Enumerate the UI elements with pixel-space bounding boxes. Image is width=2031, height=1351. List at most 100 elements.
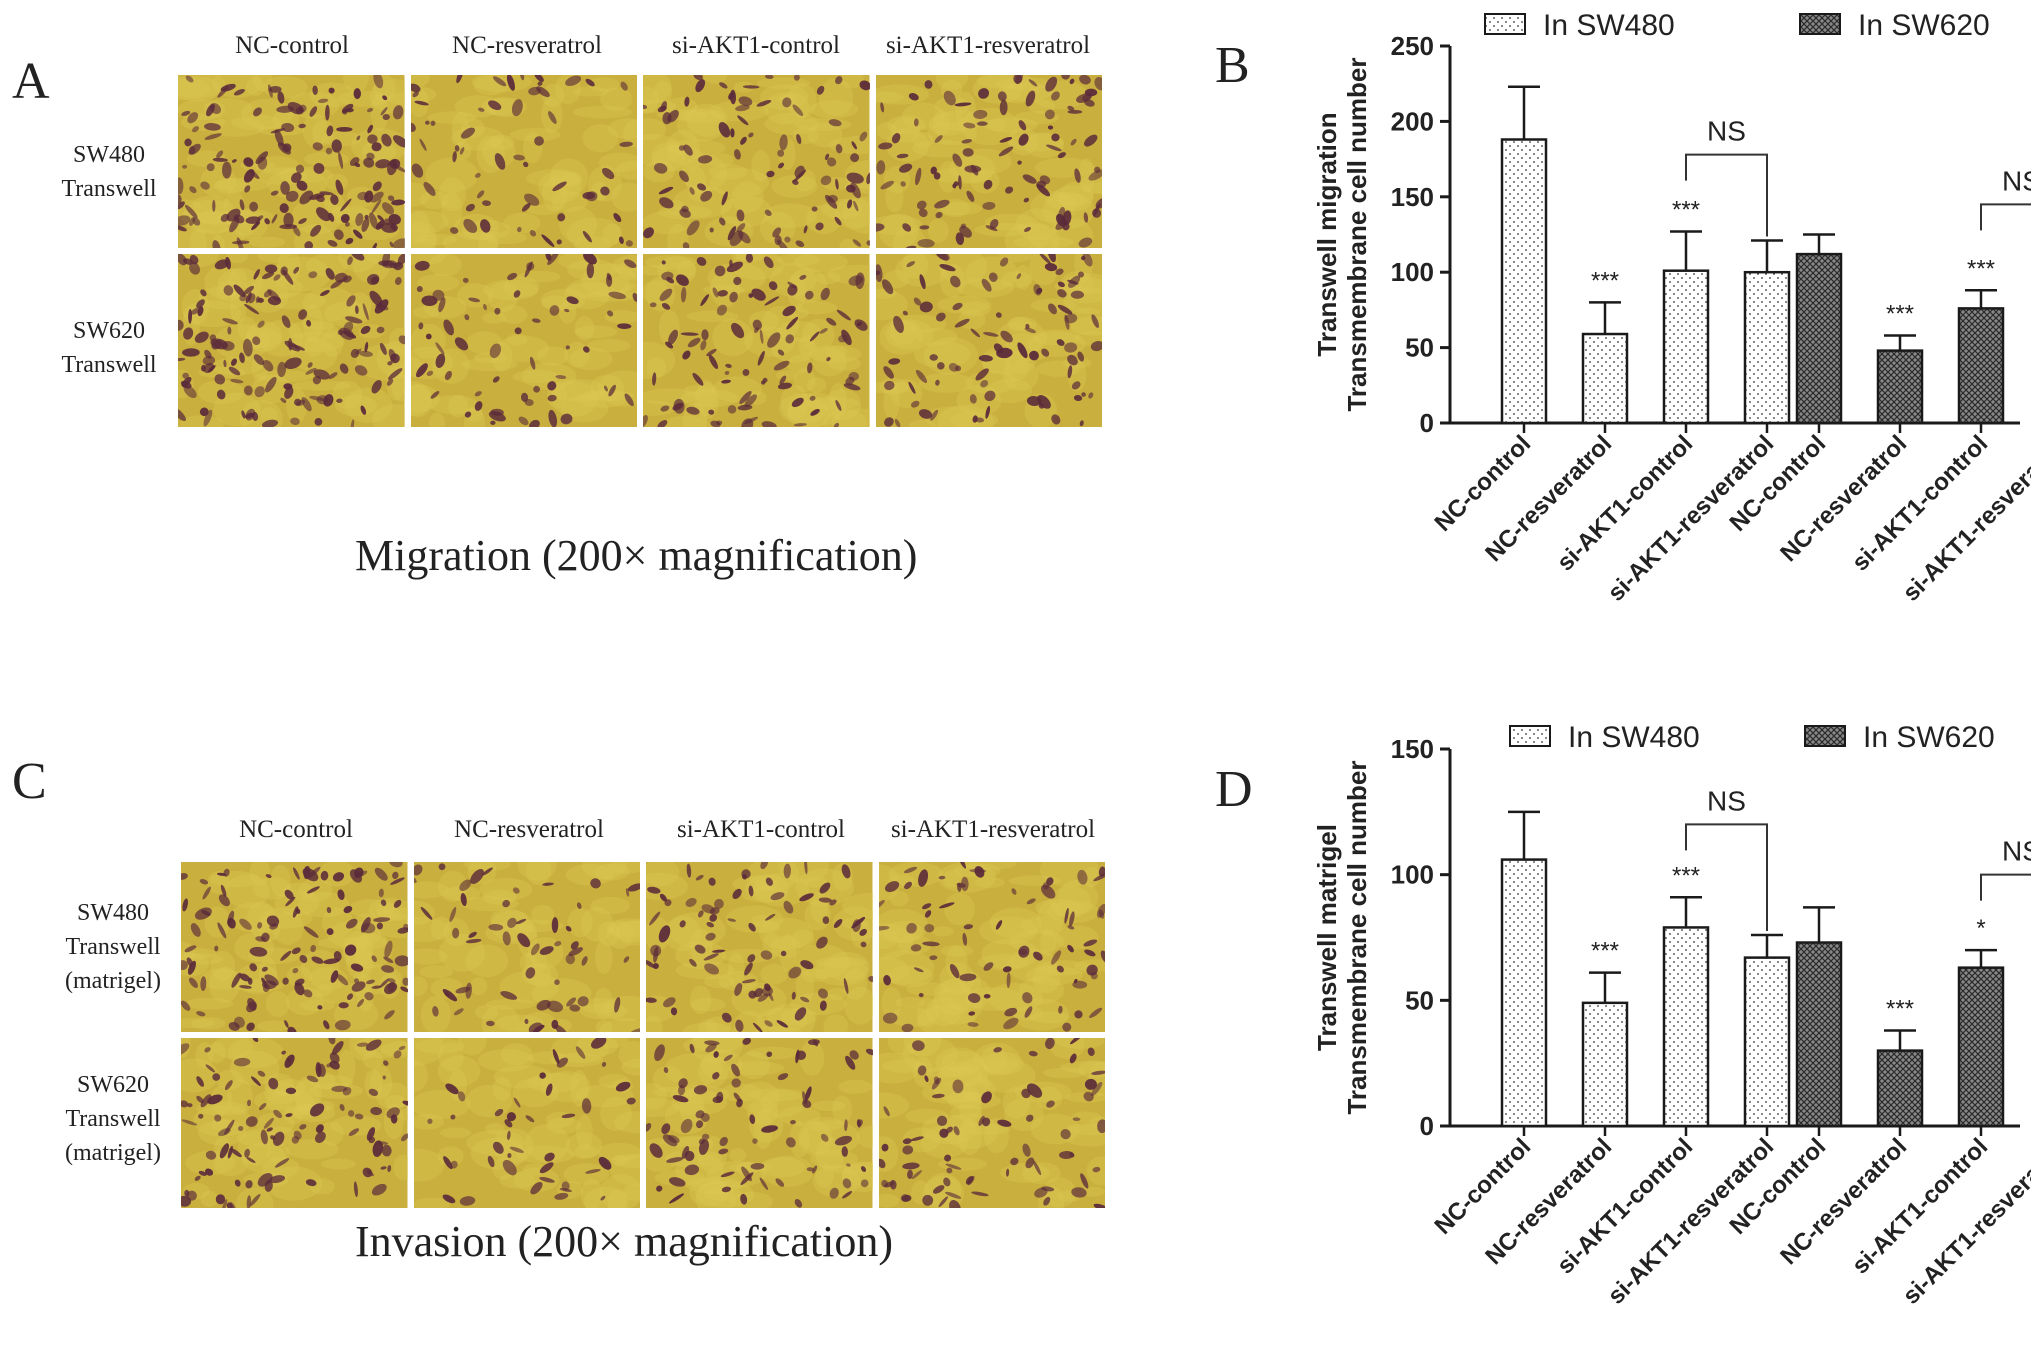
panel-label-a: A — [12, 53, 50, 110]
significance-label: *** — [1967, 255, 1995, 282]
significance-label: *** — [1591, 267, 1619, 294]
micrograph-grid-invasion — [181, 862, 1105, 1208]
micrograph-c-r2-c3 — [646, 1038, 873, 1208]
legend-swatch-2 — [1799, 13, 1841, 35]
y-tick-label: 250 — [1391, 31, 1434, 61]
bar-sw620-2 — [1876, 1049, 1924, 1128]
significance-label: *** — [1591, 938, 1619, 965]
bar-sw620-2 — [1876, 349, 1924, 425]
col-label-nc-control-c: NC-control — [239, 816, 353, 843]
x-tick-label: si-AKT1-control — [1552, 1133, 1698, 1279]
legend-label-2: In SW620 — [1863, 721, 1995, 754]
panel-label-c: C — [12, 753, 47, 810]
micrograph-c-r1-c2 — [413, 862, 640, 1032]
micrograph-a-r1-c3 — [643, 75, 870, 248]
micrograph-a-r2-c4 — [875, 254, 1102, 427]
col-label-si-akt1-resveratrol-c: si-AKT1-resveratrol — [890, 816, 1096, 843]
row-label-line: (matrigel) — [65, 1140, 161, 1166]
ns-label: NS — [2002, 836, 2031, 867]
micrograph-c-r1-c3 — [646, 862, 873, 1032]
bar-sw480-1 — [1500, 858, 1548, 1128]
micrograph-c-r2-c4 — [878, 1038, 1105, 1208]
col-label-si-akt1-resveratrol-a: si-AKT1-resveratrol — [885, 32, 1091, 59]
ns-bracket — [1980, 203, 2031, 231]
bar-sw620-3 — [1957, 307, 2005, 425]
row-label-sw480-a: SW480 Transwell — [44, 138, 174, 206]
row-label-line: (matrigel) — [65, 968, 161, 994]
ns-bracket — [1980, 873, 2031, 901]
y-tick-label: 200 — [1391, 106, 1434, 136]
caption-invasion: Invasion (200× magnification) — [355, 1217, 894, 1266]
col-label-nc-control-a: NC-control — [235, 32, 349, 59]
row-label-line: SW480 — [73, 142, 145, 168]
micrograph-a-r2-c2 — [410, 254, 637, 427]
micrograph-a-r1-c2 — [410, 75, 637, 248]
y-tick-label: 150 — [1391, 734, 1434, 764]
ns-label: NS — [1707, 785, 1746, 816]
row-label-line: Transwell — [61, 352, 157, 378]
legend-swatch-1 — [1484, 13, 1526, 35]
bar-sw480-4 — [1743, 956, 1791, 1128]
x-tick-label: si-AKT1-control — [1847, 1133, 1993, 1279]
row-label-line: Transwell — [61, 176, 157, 202]
row-label-line: SW620 — [77, 1072, 149, 1098]
row-label-sw620-a: SW620 Transwell — [44, 314, 174, 382]
ns-label: NS — [1707, 116, 1746, 147]
y-tick-label: 0 — [1420, 408, 1434, 438]
micrograph-c-r1-c1 — [181, 862, 408, 1032]
caption-migration: Migration (200× magnification) — [355, 531, 918, 580]
row-label-line: Transwell — [65, 934, 161, 960]
y-tick-label: 100 — [1391, 860, 1434, 890]
bar-sw480-1 — [1500, 138, 1548, 425]
y-tick-label: 150 — [1391, 182, 1434, 212]
row-label-sw480-c: SW480 Transwell (matrigel) — [46, 896, 180, 998]
ns-bracket — [1685, 153, 1768, 237]
y-axis-label-2: Transmembrane cell number — [1342, 57, 1372, 411]
bar-sw480-2 — [1581, 332, 1629, 425]
ns-bracket — [1685, 823, 1768, 931]
legend-label-2: In SW620 — [1858, 9, 1990, 42]
col-label-nc-resveratrol-a: NC-resveratrol — [452, 32, 602, 59]
y-tick-label: 100 — [1391, 257, 1434, 287]
bar-sw480-3 — [1662, 926, 1710, 1128]
micrograph-grid-migration — [178, 75, 1102, 427]
bar-sw620-3 — [1957, 966, 2005, 1128]
panel-label-b: B — [1215, 37, 1250, 94]
significance-label: *** — [1886, 995, 1914, 1022]
micrograph-a-r1-c1 — [178, 75, 405, 248]
row-label-line: SW620 — [73, 318, 145, 344]
y-axis-label-1: Transwell matrigel — [1312, 824, 1342, 1051]
bar-sw480-2 — [1581, 1001, 1629, 1128]
y-tick-label: 0 — [1420, 1111, 1434, 1141]
row-label-line: SW480 — [77, 900, 149, 926]
bar-sw620-1 — [1795, 252, 1843, 425]
micrograph-a-r2-c1 — [178, 254, 405, 427]
y-tick-label: 50 — [1405, 985, 1434, 1015]
legend-label-1: In SW480 — [1568, 721, 1700, 754]
row-label-line: Transwell — [65, 1106, 161, 1132]
bar-sw620-1 — [1795, 941, 1843, 1128]
legend-swatch-2 — [1804, 725, 1846, 747]
significance-label: *** — [1672, 862, 1700, 889]
micrograph-c-r2-c2 — [413, 1038, 640, 1208]
micrograph-a-r1-c4 — [875, 75, 1102, 248]
micrograph-c-r1-c4 — [878, 862, 1105, 1032]
col-label-si-akt1-control-a: si-AKT1-control — [671, 32, 841, 59]
significance-label: * — [1976, 915, 1985, 942]
micrograph-c-r2-c1 — [181, 1038, 408, 1208]
col-label-nc-resveratrol-c: NC-resveratrol — [454, 816, 604, 843]
x-tick-label: si-AKT1-control — [1552, 430, 1698, 576]
chart-migration: In SW480 In SW620 0 50 100 150 200 250 Transwell… — [1312, 9, 2031, 607]
micrograph-a-r2-c3 — [643, 254, 870, 427]
row-label-sw620-c: SW620 Transwell (matrigel) — [46, 1068, 180, 1170]
legend-label-1: In SW480 — [1543, 9, 1675, 42]
y-axis-label-1: Transwell migration — [1312, 112, 1342, 356]
bar-sw480-3 — [1662, 269, 1710, 425]
x-tick-label: si-AKT1-control — [1847, 430, 1993, 576]
bar-sw480-4 — [1743, 270, 1791, 425]
legend-swatch-1 — [1509, 725, 1551, 747]
significance-label: *** — [1672, 196, 1700, 223]
ns-label: NS — [2002, 165, 2031, 196]
col-label-si-akt1-control-c: si-AKT1-control — [676, 816, 846, 843]
